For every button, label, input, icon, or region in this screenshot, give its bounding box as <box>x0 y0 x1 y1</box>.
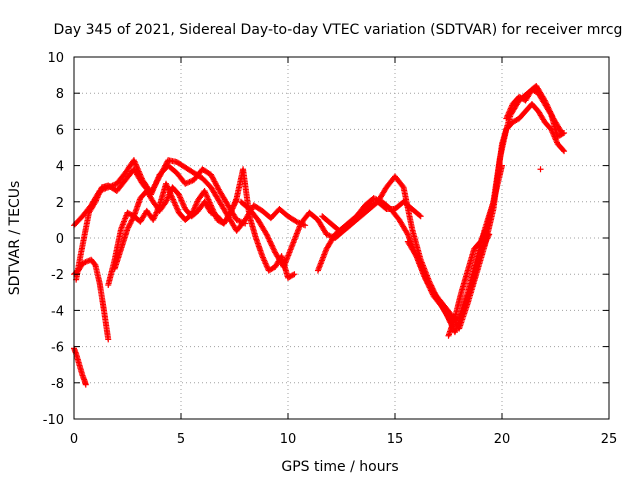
data-point <box>264 232 271 239</box>
data-point <box>292 217 299 224</box>
x-tick-label: 20 <box>494 432 511 447</box>
series-trace-e <box>111 166 298 281</box>
y-tick-label: -6 <box>51 341 64 356</box>
data-point <box>399 183 406 190</box>
data-point <box>559 130 566 137</box>
y-tick-label: -8 <box>51 377 64 392</box>
data-point <box>268 242 275 249</box>
data-point <box>291 271 298 278</box>
series-trace-a <box>71 157 309 234</box>
data-point <box>404 230 411 237</box>
data-point <box>537 166 544 173</box>
series-trace-k <box>445 101 568 339</box>
x-tick-label: 15 <box>387 432 404 447</box>
series-trace-c <box>71 256 112 343</box>
series-trace-i <box>314 198 424 274</box>
axis-ticks: 0 5 10 15 20 25 -10 -8 -6 -4 -2 0 2 4 6 8 10 <box>43 51 618 447</box>
series-trace-j <box>404 82 565 332</box>
data-point <box>233 196 240 203</box>
data-point <box>417 213 424 220</box>
y-axis-title: SDTVAR / TECUs <box>7 181 23 296</box>
data-point <box>242 220 249 227</box>
x-tick-label: 5 <box>177 432 185 447</box>
data-point <box>416 212 423 219</box>
series-trace-d <box>71 345 89 388</box>
data-point <box>268 241 275 248</box>
data-point <box>560 147 567 154</box>
y-tick-label: -4 <box>51 304 64 319</box>
data-point <box>105 336 112 343</box>
y-tick-label: 8 <box>56 87 64 102</box>
data-point <box>561 130 568 137</box>
y-tick-label: -2 <box>51 268 64 283</box>
data-point <box>270 246 277 253</box>
data-point <box>267 239 274 246</box>
data-point <box>547 110 554 117</box>
y-tick-label: 6 <box>56 123 64 138</box>
chart-title: Day 345 of 2021, Sidereal Day-to-day VTE… <box>54 22 623 38</box>
data-point <box>270 245 277 252</box>
series-trace-l <box>503 86 568 140</box>
data-point <box>561 148 568 155</box>
y-tick-label: 10 <box>47 51 64 66</box>
x-tick-label: 10 <box>280 432 297 447</box>
x-axis-title: GPS time / hours <box>281 459 398 475</box>
data-point <box>269 243 276 250</box>
y-tick-label: 4 <box>56 160 64 175</box>
series-trace-m <box>537 166 544 173</box>
data-point <box>290 271 297 278</box>
y-tick-label: 2 <box>56 196 64 211</box>
series-trace-f <box>105 180 240 289</box>
x-tick-label: 25 <box>601 432 618 447</box>
x-tick-label: 0 <box>70 432 78 447</box>
data-points <box>71 82 568 388</box>
data-point <box>412 251 419 258</box>
data-point <box>266 236 273 243</box>
data-point <box>82 381 89 388</box>
data-point <box>264 234 271 241</box>
gridlines <box>74 57 609 419</box>
data-point <box>263 231 270 238</box>
data-point <box>265 235 272 242</box>
y-tick-label: 0 <box>56 232 64 247</box>
y-tick-label: -10 <box>43 413 64 428</box>
data-point <box>266 238 273 245</box>
